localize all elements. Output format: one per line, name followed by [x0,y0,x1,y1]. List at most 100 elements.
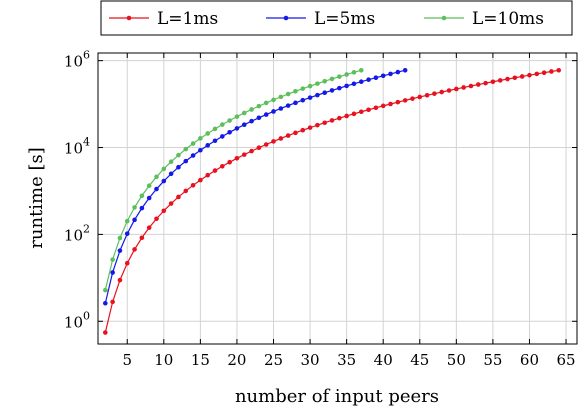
series-L=5ms [103,67,408,306]
data-point [183,158,189,164]
data-point [212,138,218,144]
data-point [432,91,437,96]
x-tick-labels: 5 10 15 20 25 30 35 40 45 50 55 60 65 [122,351,575,369]
data-point [366,77,371,82]
x-tick-label: 5 [122,351,132,369]
y-tick-base: 10 [64,313,83,331]
data-point [256,145,262,151]
data-point [307,83,313,89]
data-point [146,195,152,201]
data-point [263,112,269,117]
data-point [388,101,393,107]
data-point [212,168,218,173]
data-point [176,164,181,170]
data-point [176,194,181,200]
legend-box [100,0,573,36]
data-point [168,159,174,165]
data-point [322,78,328,84]
data-point [161,166,167,172]
legend-label: L=5ms [314,9,375,29]
plot-frame [97,52,578,345]
data-point [344,72,349,77]
data-point [278,136,284,141]
data-point [505,76,510,82]
data-point [110,270,115,275]
data-point [124,218,130,224]
data-point [454,86,459,92]
x-tick-label: 65 [556,351,575,369]
data-point [198,136,203,141]
data-point [402,98,408,103]
data-point [139,235,145,241]
data-point [307,125,313,130]
y-tick-exponent: 0 [83,309,90,322]
data-point [220,163,225,169]
data-point [351,81,357,87]
data-point [124,260,130,266]
data-point [132,247,137,252]
legend-marker [283,15,289,21]
legend-items: L=1ms L=5ms L=10ms [109,9,544,29]
data-point [234,114,240,119]
data-point [388,71,393,77]
y-tick-base: 10 [64,140,83,158]
x-tick-label: 45 [410,351,429,369]
data-point [461,85,466,90]
data-point [234,126,240,131]
data-point [198,177,203,183]
data-point [322,90,328,96]
data-point [329,118,335,123]
data-point [205,131,210,136]
data-point [351,111,357,117]
data-point [366,107,371,113]
data-point [124,231,130,236]
y-tick-label: 102 [64,222,90,244]
series-line [104,69,362,291]
data-point [497,78,503,83]
data-point [300,127,306,133]
data-point [358,109,364,115]
data-point [176,152,181,158]
data-point [132,205,137,210]
data-point [293,130,298,136]
data-point [249,118,254,124]
data-point [110,299,115,305]
legend-label: L=10ms [472,9,544,29]
data-point [220,134,225,139]
data-point [146,225,152,230]
legend-label: L=1ms [157,9,218,29]
data-point [293,88,298,94]
data-point [132,217,137,223]
data-point [263,142,269,147]
x-tick-label: 50 [447,351,466,369]
y-tick-exponent: 6 [83,49,90,62]
data-point [527,72,532,78]
x-tick-label: 40 [374,351,393,369]
data-point [402,67,408,73]
data-point [154,216,159,222]
data-point [322,120,328,126]
data-point [541,70,547,75]
x-tick-label: 15 [191,351,210,369]
data-point [307,95,313,100]
data-point [380,103,386,109]
data-point [315,122,320,128]
data-point [285,91,291,97]
x-tick-label: 55 [483,351,502,369]
data-point [439,89,445,95]
data-point [227,118,232,123]
data-point [468,83,474,89]
data-point [161,208,167,214]
data-point [183,188,189,194]
data-point [490,79,496,85]
data-point [395,99,401,105]
data-point [154,186,159,192]
data-point [212,126,218,132]
data-point [103,330,108,335]
data-point [351,70,357,75]
data-point [183,146,189,152]
x-axis-label: number of input peers [235,386,439,407]
data-point [358,79,364,84]
